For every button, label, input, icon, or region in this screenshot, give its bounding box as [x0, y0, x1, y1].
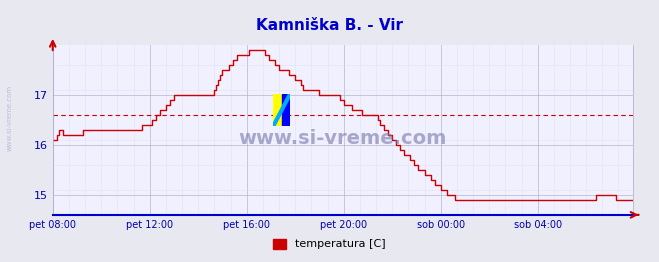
- Bar: [282, 94, 290, 126]
- Legend: temperatura [C]: temperatura [C]: [269, 234, 390, 254]
- Text: www.si-vreme.com: www.si-vreme.com: [7, 85, 13, 151]
- Bar: [273, 94, 282, 126]
- Text: www.si-vreme.com: www.si-vreme.com: [239, 129, 447, 148]
- Text: Kamniška B. - Vir: Kamniška B. - Vir: [256, 18, 403, 33]
